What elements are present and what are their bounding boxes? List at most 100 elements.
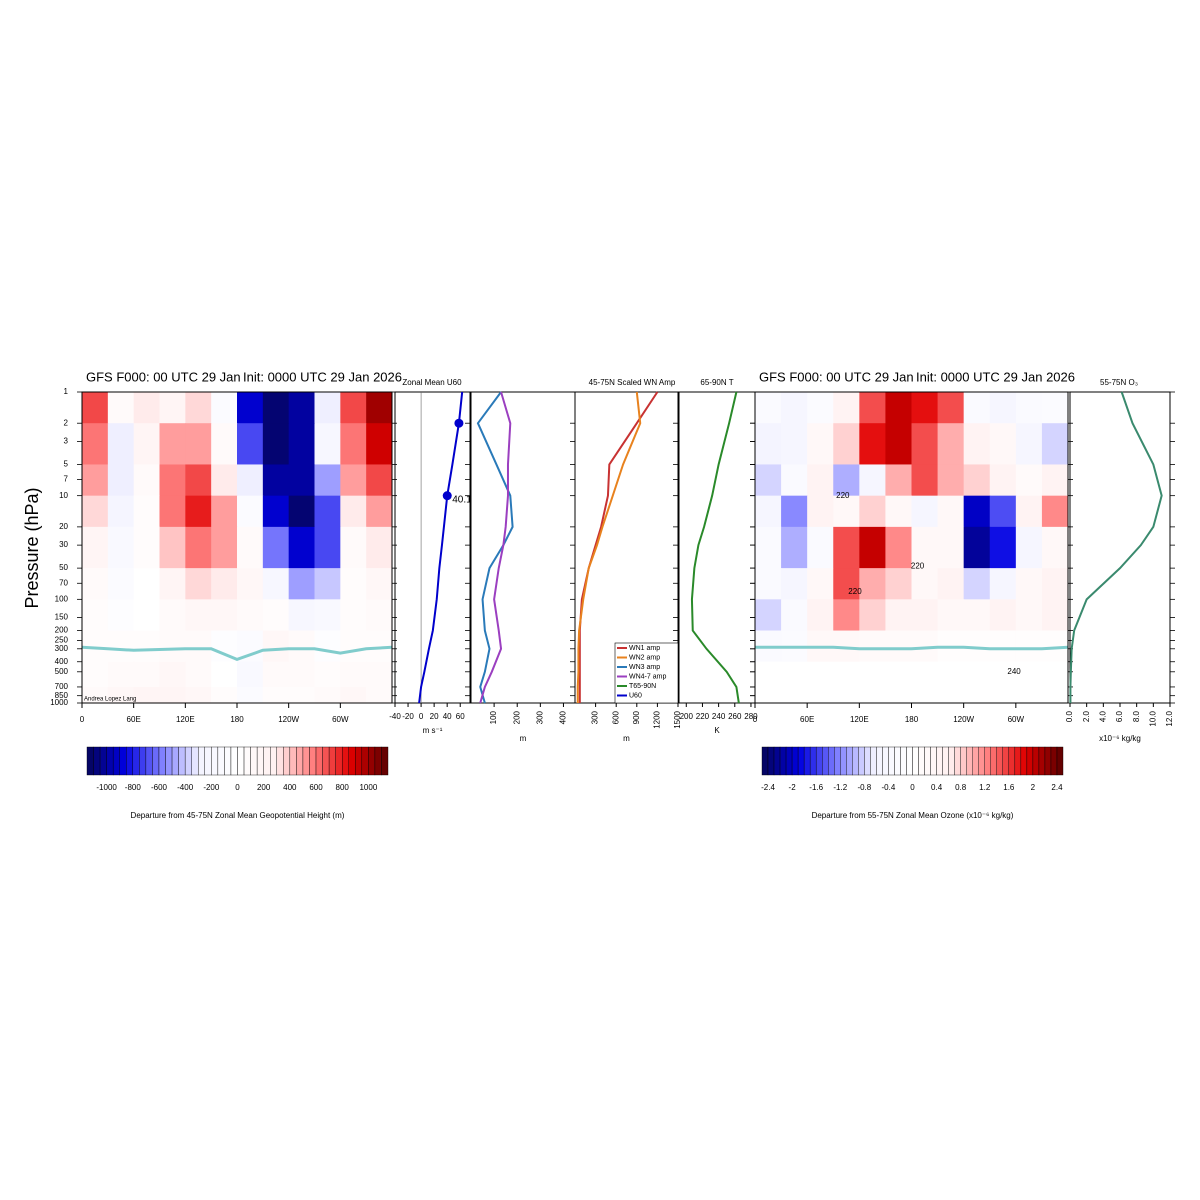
colorbar-box [348,746,356,776]
heatmap-cell [937,392,965,424]
heatmap-cell [859,423,886,465]
x-tick-label: 120E [176,715,195,724]
colorbar-box [263,746,271,776]
x-tick-label: 60E [127,715,141,724]
heatmap-cell [911,464,939,497]
profile-marker [442,491,452,501]
heatmap-cell [859,495,886,528]
x-tick-label: 0.0 [1065,710,1074,722]
heatmap-cell [185,495,212,528]
heatmap-cell [366,599,393,632]
heatmap-cell [314,568,341,600]
heatmap-cell [1041,599,1069,632]
heatmap-cell [185,661,212,688]
heatmap-cell [833,495,860,528]
heatmap-cell [963,526,991,569]
x-tick-label: 300 [591,710,600,724]
marker-label: 40.1 [452,494,472,505]
colorbar-box [126,746,134,776]
heatmap-cell [107,526,135,569]
colorbar-tick-label: 2 [1031,783,1036,792]
y-tick-label: 1000 [50,698,68,707]
chart-title: GFS F000: 00 UTC 29 Jan [86,369,241,384]
colorbar-box [1050,746,1058,776]
heatmap-cell [340,423,367,465]
heatmap-cell [237,495,264,528]
heatmap-cell [911,686,939,704]
heatmap-cell [211,423,238,465]
colorbar-box [276,746,284,776]
y-tick-label: 150 [55,613,69,622]
heatmap-cell [185,599,212,632]
x-tick-label: 180 [905,715,919,724]
y-tick-label: 1 [64,387,69,396]
heatmap-cell [755,392,782,424]
colorbar-box [815,746,823,776]
heatmap-cell [781,464,808,497]
colorbar-box [93,746,101,776]
x-tick-label: 220 [696,712,710,721]
colorbar-box [361,746,369,776]
colorbar-box [840,746,847,776]
heatmap-cell [82,392,109,424]
heatmap-cell [885,686,912,704]
heatmap-cell [211,661,238,688]
heatmap-cell [963,661,991,688]
colorbar-box [302,746,310,776]
heatmap-cell [781,526,808,569]
profile-line [479,391,512,704]
heatmap-cell [937,526,965,569]
colorbar-box [948,746,955,776]
heatmap-cell [262,686,290,704]
heatmap-cell [781,495,808,528]
colorbar-box [270,746,277,776]
heatmap-cell [82,686,109,704]
colorbar-box [930,746,937,776]
colorbar-box [106,746,114,776]
heatmap-cell [107,599,135,632]
heatmap-cell [1041,392,1069,424]
colorbar-box [912,746,919,776]
profile-line [418,391,464,704]
heatmap-cell [107,661,135,688]
x-tick-label: 120W [278,715,299,724]
heatmap-cell [107,686,135,704]
colorbar-box [936,746,943,776]
colorbar-tick-label: -200 [203,783,220,792]
heatmap-cell [807,661,834,688]
colorbar-tick-label: -0.4 [882,783,896,792]
colorbar-tick-label: -2 [789,783,797,792]
colorbar-box [1044,746,1052,776]
x-axis-label: x10⁻⁶ kg/kg [1099,734,1141,743]
heatmap-cell [133,599,160,632]
heatmap-cell [807,599,834,632]
heatmap-cell [262,630,290,663]
x-tick-label: 4.0 [1098,710,1107,722]
heatmap-cell [1015,630,1043,663]
heatmap-cell [237,568,264,600]
heatmap-cell [185,464,212,497]
heatmap-cell [833,526,860,569]
heatmap-cell [963,423,991,465]
colorbar-box [1026,746,1034,776]
heatmap-cell [314,423,341,465]
heatmap-cell [989,568,1017,600]
y-tick-label: 200 [55,626,69,635]
heatmap-cell [885,599,912,632]
heatmap-cell [133,526,160,569]
x-tick-label: 0 [80,715,85,724]
heatmap-cell [885,392,912,424]
y-tick-label: 100 [55,594,69,603]
heatmap-cell [366,495,393,528]
x-tick-label: -20 [402,712,414,721]
heatmap-cell [185,392,212,424]
colorbar-box [145,746,153,776]
colorbar-box [864,746,871,776]
heatmap-cell [807,686,834,704]
heatmap-cell [885,568,912,600]
colorbar-tick-label: 200 [257,783,271,792]
heatmap-cell [211,686,238,704]
heatmap-cell [885,464,912,497]
heatmap-cell [807,464,834,497]
heatmap-cell [107,464,135,497]
